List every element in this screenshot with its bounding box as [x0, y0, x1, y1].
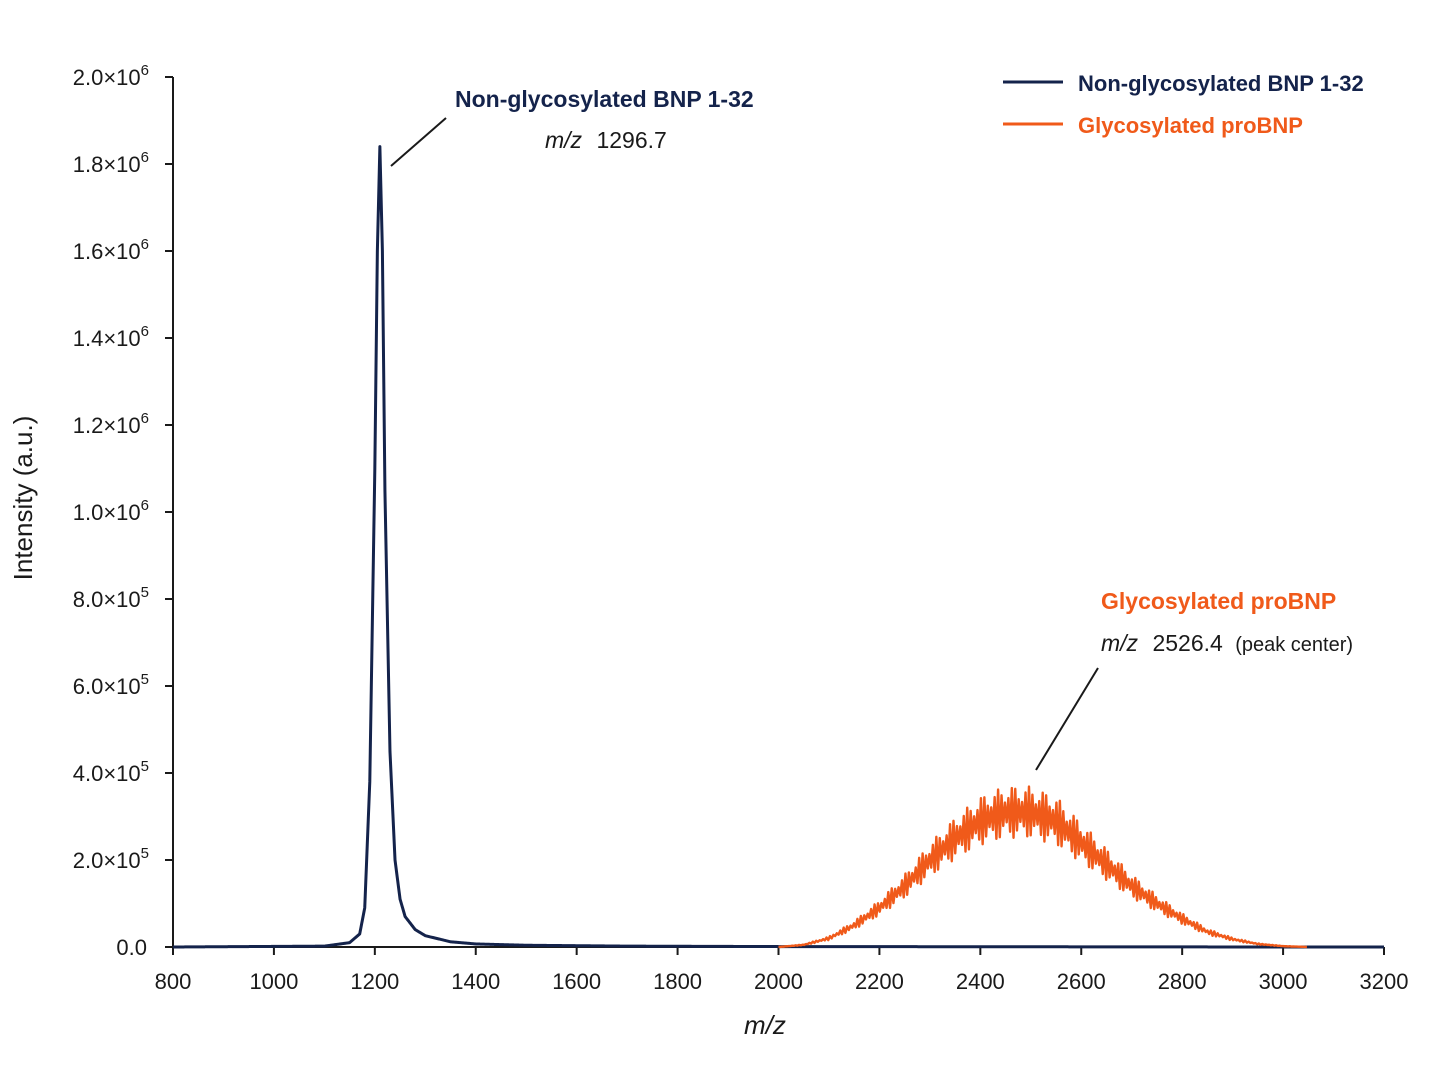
annotation-mz-value: 1296.7: [596, 127, 666, 153]
y-tick-label: 1.2×106: [73, 410, 149, 438]
x-tick-label: 2000: [754, 969, 803, 994]
annotation-glycosylated: Glycosylated proBNP m/z 2526.4 (peak cen…: [1035, 588, 1353, 771]
annotation-leader-non-glycosylated: [390, 117, 447, 167]
x-axis-ticks: 800 1000 1200 1400 1600 1800 2000 2200 2400 2600 2…: [155, 947, 1409, 994]
annotation-title-glycosylated: Glycosylated proBNP: [1101, 588, 1336, 614]
x-tick-label: 1000: [249, 969, 298, 994]
y-axis-title: Intensity (a.u.): [8, 416, 38, 581]
legend-label-non-glycosylated: Non-glycosylated BNP 1-32: [1078, 71, 1364, 96]
x-tick-label: 2400: [956, 969, 1005, 994]
y-tick-label: 1.4×106: [73, 323, 149, 351]
annotation-leader-glycosylated: [1035, 667, 1099, 771]
y-axis-ticks: 0.0 2.0×105 4.0×105 6.0×105 8.0×105 1.0×106 1.…: [73, 62, 173, 960]
x-tick-label: 2600: [1057, 969, 1106, 994]
annotation-non-glycosylated: Non-glycosylated BNP 1-32 m/z 1296.7: [390, 86, 754, 167]
y-tick-label: 0.0: [116, 935, 147, 960]
y-tick-label: 4.0×105: [73, 758, 149, 786]
x-tick-label: 1400: [451, 969, 500, 994]
annotation-mz-non-glycosylated: m/z 1296.7: [545, 127, 667, 153]
x-tick-label: 3200: [1360, 969, 1409, 994]
y-tick-label: 2.0×105: [73, 845, 149, 873]
annotation-mz-label: m/z: [545, 127, 583, 153]
x-tick-label: 3000: [1259, 969, 1308, 994]
annotation-mz-glycosylated: m/z 2526.4 (peak center): [1101, 630, 1353, 656]
x-axis-title: m/z: [744, 1010, 786, 1040]
legend: Non-glycosylated BNP 1-32 Glycosylated p…: [1003, 71, 1364, 138]
x-tick-label: 1600: [552, 969, 601, 994]
y-tick-label: 8.0×105: [73, 584, 149, 612]
series-line-non-glycosylated: [172, 145, 1385, 949]
annotation-mz-label: m/z: [1101, 630, 1139, 656]
y-tick-label: 2.0×106: [73, 62, 149, 90]
x-tick-label: 1800: [653, 969, 702, 994]
x-tick-label: 2200: [855, 969, 904, 994]
y-tick-label: 6.0×105: [73, 671, 149, 699]
series-line-glycosylated: [778, 785, 1307, 949]
chart-axes: [172, 77, 1384, 948]
y-tick-label: 1.0×106: [73, 497, 149, 525]
y-tick-label: 1.6×106: [73, 236, 149, 264]
x-tick-label: 1200: [350, 969, 399, 994]
legend-label-glycosylated: Glycosylated proBNP: [1078, 113, 1303, 138]
annotation-title-non-glycosylated: Non-glycosylated BNP 1-32: [455, 86, 754, 112]
series-layer: [172, 145, 1385, 949]
x-tick-label: 2800: [1158, 969, 1207, 994]
annotation-mz-value: 2526.4: [1152, 630, 1223, 656]
x-tick-label: 800: [155, 969, 192, 994]
y-tick-label: 1.8×106: [73, 149, 149, 177]
annotation-note: (peak center): [1235, 634, 1353, 656]
